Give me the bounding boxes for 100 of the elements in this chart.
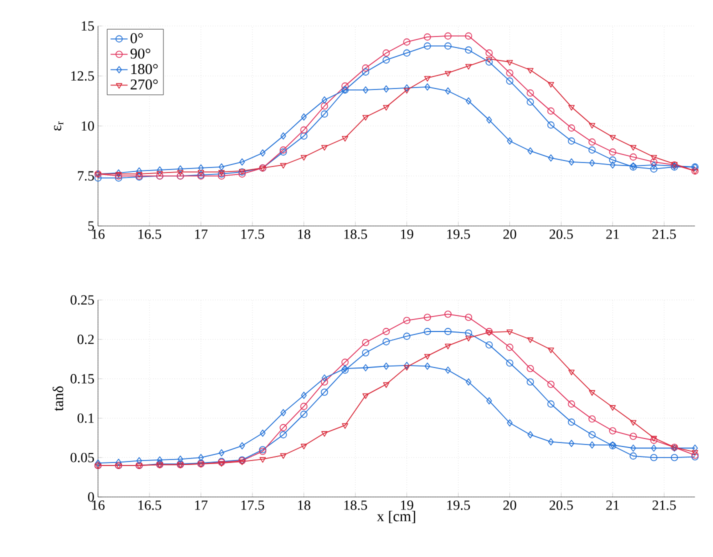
- point: [630, 444, 636, 452]
- point: [528, 431, 534, 438]
- point: [526, 98, 534, 106]
- point: [424, 354, 431, 360]
- point: [630, 452, 637, 460]
- point: [136, 167, 142, 175]
- point: [383, 104, 390, 111]
- point: [568, 370, 575, 376]
- point: [280, 162, 286, 169]
- point: [362, 64, 370, 72]
- point: [547, 380, 554, 388]
- point: [609, 156, 616, 164]
- point: [362, 114, 369, 121]
- point: [464, 329, 472, 337]
- point: [506, 77, 514, 85]
- point: [609, 134, 616, 141]
- point: [588, 146, 596, 154]
- point: [588, 122, 596, 129]
- point: [239, 158, 245, 166]
- y-tick-label: 0.2: [78, 334, 94, 344]
- point: [630, 144, 636, 151]
- point: [464, 46, 472, 54]
- x-tick-label: 19.5: [447, 500, 470, 510]
- x-tick-label: 21.5: [652, 230, 676, 239]
- point: [568, 418, 576, 426]
- point: [383, 362, 389, 370]
- point: [424, 328, 431, 336]
- point: [382, 338, 390, 346]
- point: [218, 163, 224, 171]
- point: [568, 400, 576, 408]
- point: [588, 138, 596, 146]
- point: [382, 56, 390, 64]
- point: [527, 337, 534, 343]
- point: [526, 89, 534, 97]
- point: [260, 430, 266, 437]
- point: [548, 82, 554, 88]
- point: [341, 82, 349, 90]
- point: [403, 332, 410, 340]
- point: [178, 165, 184, 173]
- point: [506, 69, 514, 77]
- point: [177, 170, 184, 176]
- point: [260, 457, 266, 463]
- x-tick-label: 16.5: [138, 230, 162, 239]
- x-tick-label: 20: [503, 500, 516, 510]
- point: [506, 60, 513, 66]
- y-tick-label: 0.1: [78, 413, 94, 423]
- legend-label: 0°: [130, 33, 143, 44]
- point: [239, 442, 245, 450]
- point: [362, 393, 369, 399]
- point: [238, 460, 246, 466]
- point: [547, 121, 554, 129]
- point: [300, 402, 308, 410]
- point: [588, 415, 596, 423]
- point: [300, 410, 308, 418]
- point: [362, 349, 370, 356]
- point: [218, 461, 225, 467]
- point: [404, 364, 410, 371]
- point: [444, 344, 452, 350]
- point: [403, 38, 410, 46]
- y-axis-title: tanδ: [52, 386, 64, 411]
- point: [486, 56, 492, 63]
- point: [280, 424, 287, 432]
- point: [404, 362, 410, 369]
- point: [198, 170, 204, 176]
- x-tick-label: 20.5: [550, 230, 573, 239]
- point: [403, 316, 410, 324]
- x-tick-label: 19: [401, 500, 414, 510]
- point: [547, 400, 554, 408]
- point: [362, 338, 370, 346]
- point: [444, 310, 452, 318]
- point: [320, 102, 328, 110]
- x-tick-label: 20.5: [550, 500, 573, 510]
- point: [320, 388, 328, 396]
- point: [280, 409, 286, 416]
- x-tick-label: 16: [92, 230, 105, 239]
- point: [548, 348, 554, 354]
- point: [650, 154, 657, 161]
- point: [94, 174, 102, 182]
- point: [651, 444, 657, 452]
- point: [218, 449, 224, 456]
- point: [692, 444, 698, 452]
- point: [95, 460, 101, 467]
- point: [362, 68, 370, 76]
- point: [280, 431, 287, 438]
- y-tick-label: 0.25: [70, 295, 94, 305]
- point: [198, 164, 204, 172]
- x-tick-label: 21: [606, 230, 619, 239]
- point: [588, 431, 596, 438]
- point: [445, 87, 451, 95]
- point: [650, 454, 658, 462]
- point: [198, 454, 204, 462]
- point: [321, 431, 328, 437]
- point: [156, 166, 163, 174]
- legend-label: 270°: [130, 79, 158, 90]
- point: [322, 374, 328, 382]
- point: [424, 33, 431, 41]
- point: [506, 137, 513, 145]
- point: [589, 441, 595, 449]
- x-tick-label: 19: [401, 230, 414, 239]
- point: [424, 83, 430, 91]
